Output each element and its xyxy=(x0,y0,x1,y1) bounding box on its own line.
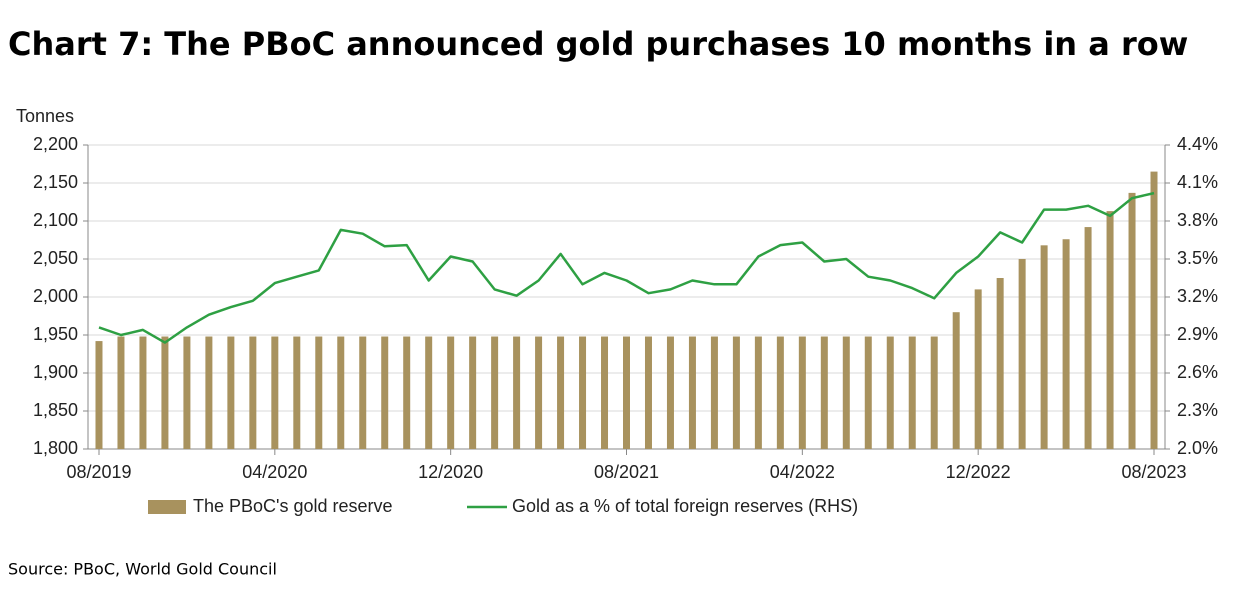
bar xyxy=(798,336,806,449)
line xyxy=(98,191,1155,344)
legend-label: The PBoC's gold reserve xyxy=(193,496,393,516)
bar xyxy=(293,336,301,449)
bar xyxy=(710,336,718,449)
bar xyxy=(469,336,477,449)
bar xyxy=(974,289,982,449)
bar xyxy=(183,336,191,449)
legend-swatch xyxy=(148,500,186,514)
bar xyxy=(930,336,938,449)
bar xyxy=(952,312,960,449)
bar xyxy=(1084,227,1092,449)
y2-tick-label: 2.9% xyxy=(1177,324,1218,344)
x-tick-label: 12/2020 xyxy=(418,462,483,482)
bar xyxy=(886,336,894,449)
bar xyxy=(623,336,630,449)
bar xyxy=(491,336,499,449)
y-tick-label: 1,800 xyxy=(33,438,78,458)
bar xyxy=(908,336,916,449)
y-axis-label: Tonnes xyxy=(16,106,74,126)
bar xyxy=(95,341,103,449)
y-tick-label: 2,200 xyxy=(33,134,78,154)
chart-title: Chart 7: The PBoC announced gold purchas… xyxy=(8,25,1188,63)
bar xyxy=(1062,239,1070,449)
bar xyxy=(1040,245,1048,449)
bar xyxy=(447,336,455,449)
y-tick-label: 2,150 xyxy=(33,172,78,192)
bar xyxy=(1128,192,1136,449)
x-tick-label: 04/2020 xyxy=(242,462,307,482)
bar xyxy=(579,336,587,449)
source: Source: PBoC, World Gold Council xyxy=(8,560,277,579)
y2-tick-label: 2.3% xyxy=(1177,400,1218,420)
bar xyxy=(117,336,125,449)
y2-tick-label: 2.0% xyxy=(1177,438,1218,458)
bar xyxy=(996,278,1004,449)
bar xyxy=(271,336,279,449)
legend-label: Gold as a % of total foreign reserves (R… xyxy=(512,496,858,516)
bar xyxy=(513,336,521,449)
bar xyxy=(249,336,257,449)
bar xyxy=(381,336,389,449)
bar xyxy=(403,336,411,449)
bar xyxy=(820,336,828,449)
bar xyxy=(205,336,213,449)
bar xyxy=(161,336,169,449)
x-tick-label: 08/2021 xyxy=(594,462,659,482)
bar xyxy=(754,336,762,449)
bar xyxy=(666,336,674,449)
bar xyxy=(1150,171,1158,449)
bar xyxy=(139,336,147,449)
bar xyxy=(732,336,740,449)
bar xyxy=(425,336,433,449)
y-tick-label: 2,100 xyxy=(33,210,78,230)
bar xyxy=(359,336,367,449)
bar xyxy=(1018,259,1026,449)
bar xyxy=(842,336,850,449)
x-tick-label: 08/2023 xyxy=(1121,462,1186,482)
x-tick-label: 08/2019 xyxy=(66,462,131,482)
y-tick-label: 1,900 xyxy=(33,362,78,382)
y-tick-label: 1,850 xyxy=(33,400,78,420)
bar xyxy=(535,336,543,449)
y2-tick-label: 3.2% xyxy=(1177,286,1218,306)
y2-tick-label: 4.4% xyxy=(1177,134,1218,154)
y2-tick-label: 4.1% xyxy=(1177,172,1218,192)
y-tick-label: 1,950 xyxy=(33,324,78,344)
bar xyxy=(688,336,696,449)
y2-tick-label: 2.6% xyxy=(1177,362,1218,382)
bar xyxy=(601,336,609,449)
bar xyxy=(1106,211,1114,449)
y2-tick-label: 3.5% xyxy=(1177,248,1218,268)
x-tick-label: 04/2022 xyxy=(770,462,835,482)
y-tick-label: 2,050 xyxy=(33,248,78,268)
y2-tick-label: 3.8% xyxy=(1177,210,1218,230)
bar xyxy=(644,336,652,449)
bar xyxy=(557,336,565,449)
bar xyxy=(315,336,323,449)
y-tick-label: 2,000 xyxy=(33,286,78,306)
bar xyxy=(864,336,872,449)
bar xyxy=(227,336,235,449)
bar xyxy=(337,336,345,449)
bar xyxy=(776,336,784,449)
x-tick-label: 12/2022 xyxy=(946,462,1011,482)
